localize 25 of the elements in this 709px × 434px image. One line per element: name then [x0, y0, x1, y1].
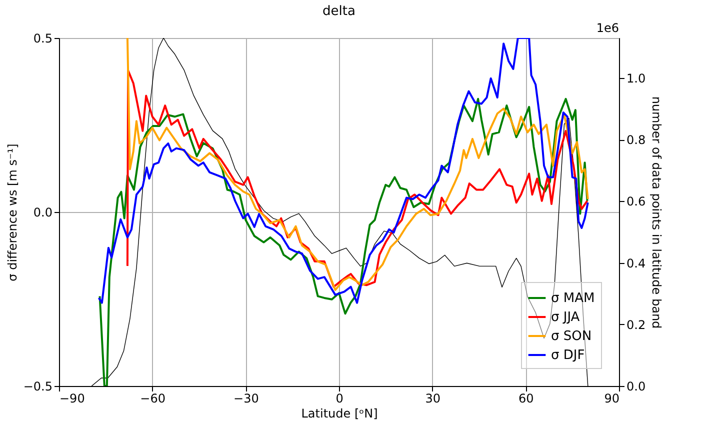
y-tick-label: 0.5: [33, 32, 52, 46]
x-tick-label: 90: [604, 392, 620, 406]
x-tick-label: 60: [518, 392, 534, 406]
legend-label: σ JJA: [551, 310, 580, 325]
x-tick-label: 30: [425, 392, 440, 406]
x-tick-label: 0: [336, 392, 344, 406]
legend-label: σ SON: [551, 329, 592, 344]
text: 1e6: [596, 21, 619, 35]
x-tick-label: −90: [60, 392, 85, 406]
y2-tick-label: 0.0: [626, 380, 646, 394]
y2-axis-title: number of data points in latitude band: [650, 96, 664, 329]
y2-tick-label: 0.2: [626, 318, 646, 332]
y2-tick-label: 0.6: [626, 194, 646, 209]
y-tick-label: −0.5: [23, 380, 52, 394]
x-tick-label: −30: [234, 392, 259, 406]
y2-tick-label: 0.8: [626, 133, 646, 148]
chart-title: delta: [322, 4, 356, 19]
y2-tick-label: 0.4: [626, 256, 646, 270]
y-axis-title: σ difference ws [m s⁻¹]: [5, 144, 20, 282]
y2-tick-label: 1.0: [626, 72, 646, 86]
legend-label: σ DJF: [551, 348, 585, 363]
legend-label: σ MAM: [551, 291, 595, 306]
y-tick-label: 0.0: [33, 206, 52, 220]
x-axis-title: Latitude [ᵒN]: [301, 406, 378, 420]
x-tick-label: −60: [140, 392, 166, 406]
